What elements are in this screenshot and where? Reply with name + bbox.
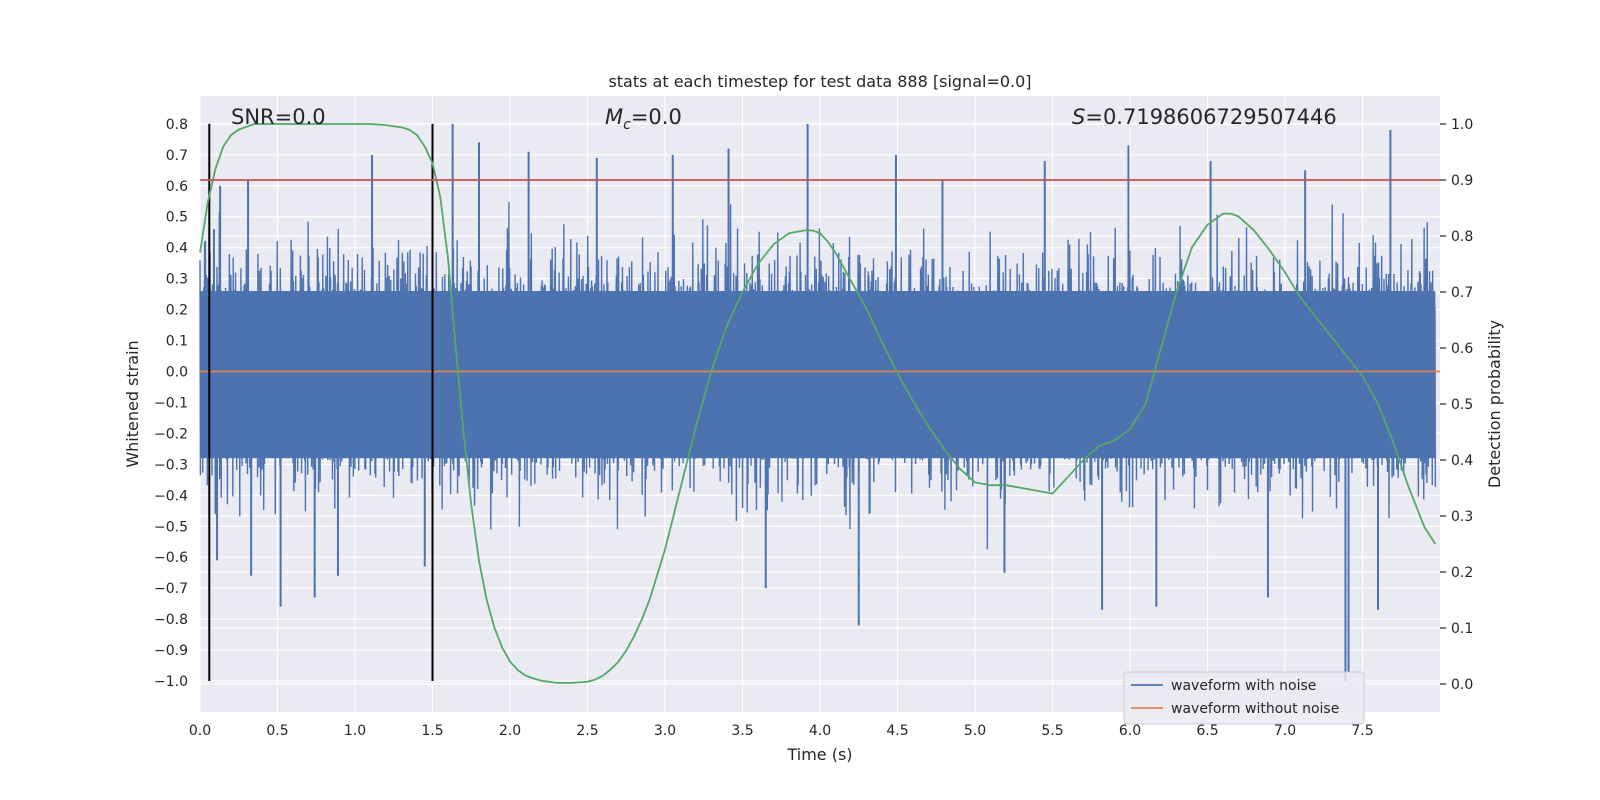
x-tick-label: 6.5 [1196, 723, 1218, 739]
y-right-tick-label: 0.0 [1451, 677, 1473, 693]
y-right-tick-label: 1.0 [1451, 117, 1473, 133]
probability-trace [199, 123, 1437, 684]
s-annotation: S=0.7198606729507446 [1072, 105, 1337, 129]
y-right-tick-label: 0.3 [1451, 509, 1473, 525]
x-tick-label: 0.5 [266, 723, 288, 739]
snr-annotation: SNR=0.0 [231, 105, 326, 129]
legend-box [1123, 671, 1365, 725]
noise-dense-band [200, 291, 1436, 459]
s-value: =0.7198606729507446 [1085, 105, 1336, 129]
legend-label-noise: waveform with noise [1171, 678, 1316, 694]
x-tick-label: 2.5 [576, 723, 598, 739]
y-right-axis-label: Detection probability [1485, 320, 1504, 488]
y-tick-label: −0.8 [154, 612, 188, 628]
y-tick-label: −0.7 [154, 581, 188, 597]
chart-title: stats at each timestep for test data 888… [608, 72, 1031, 91]
x-tick-label: 3.0 [654, 723, 676, 739]
y-tick-label: −0.6 [154, 550, 188, 566]
y-tick-label: −0.2 [154, 426, 188, 442]
y-right-tick-label: 0.4 [1451, 453, 1473, 469]
x-tick-label: 2.0 [499, 723, 521, 739]
y-right-tick-label: 0.1 [1451, 621, 1473, 637]
x-tick-label: 0.0 [189, 723, 211, 739]
x-tick-label: 3.5 [731, 723, 753, 739]
y-right-tick-label: 0.9 [1451, 173, 1473, 189]
mc-value: =0.0 [631, 105, 682, 129]
legend: waveform with noise waveform without noi… [1123, 671, 1365, 725]
x-tick-label: 5.0 [964, 723, 986, 739]
x-tick-label: 7.5 [1351, 723, 1373, 739]
y-tick-label: 0.0 [166, 364, 188, 380]
y-tick-label: −0.3 [154, 457, 188, 473]
y-right-tick-label: 0.5 [1451, 397, 1473, 413]
y-tick-label: 0.4 [166, 241, 188, 257]
y-right-tick-label: 0.6 [1451, 341, 1473, 357]
y-axis-label: Whitened strain [123, 340, 142, 467]
y-tick-label: −0.5 [154, 519, 188, 535]
y-tick-label: 0.5 [166, 210, 188, 226]
mc-annotation: Mc=0.0 [605, 105, 682, 133]
y-right-tick-label: 0.8 [1451, 229, 1473, 245]
y-axis-ticks: 0.8 0.7 0.6 0.5 0.4 0.3 0.2 0.1 0.0 −0.1 −0.2 −0.3 −… [154, 117, 188, 690]
y-tick-label: −0.4 [154, 488, 188, 504]
y-tick-label: 0.3 [166, 272, 188, 288]
y-right-axis-ticks: 1.0 0.9 0.8 0.7 0.6 0.5 0.4 0.3 0.2 0.1 0.0 [1440, 117, 1473, 693]
y-tick-label: −0.9 [154, 643, 188, 659]
legend-label-clean: waveform without noise [1171, 701, 1339, 717]
y-tick-label: 0.2 [166, 303, 188, 319]
y-right-tick-label: 0.2 [1451, 565, 1473, 581]
y-tick-label: −0.1 [154, 395, 188, 411]
x-tick-label: 4.0 [809, 723, 831, 739]
x-tick-label: 1.0 [344, 723, 366, 739]
x-tick-label: 1.5 [421, 723, 443, 739]
series-detection-probability [199, 123, 1437, 684]
y-tick-label: 0.6 [166, 179, 188, 195]
y-tick-label: 0.8 [166, 117, 188, 133]
series-waveform-with-noise [199, 123, 1437, 682]
x-axis-ticks: 0.0 0.5 1.0 1.5 2.0 2.5 3.0 3.5 4.0 4.5 5.0 5.5 6.0 6… [189, 723, 1374, 739]
x-axis-label: Time (s) [786, 745, 852, 764]
x-tick-label: 5.5 [1041, 723, 1063, 739]
vertical-markers [208, 123, 434, 682]
x-tick-label: 6.0 [1119, 723, 1141, 739]
y-tick-label: 0.1 [166, 334, 188, 350]
y-tick-label: −1.0 [154, 674, 188, 690]
y-right-tick-label: 0.7 [1451, 285, 1473, 301]
mc-symbol: M [605, 105, 623, 129]
mc-subscript: c [623, 117, 631, 133]
x-tick-label: 4.5 [886, 723, 908, 739]
x-tick-label: 7.0 [1274, 723, 1296, 739]
s-symbol: S [1072, 105, 1085, 129]
y-tick-label: 0.7 [166, 148, 188, 164]
